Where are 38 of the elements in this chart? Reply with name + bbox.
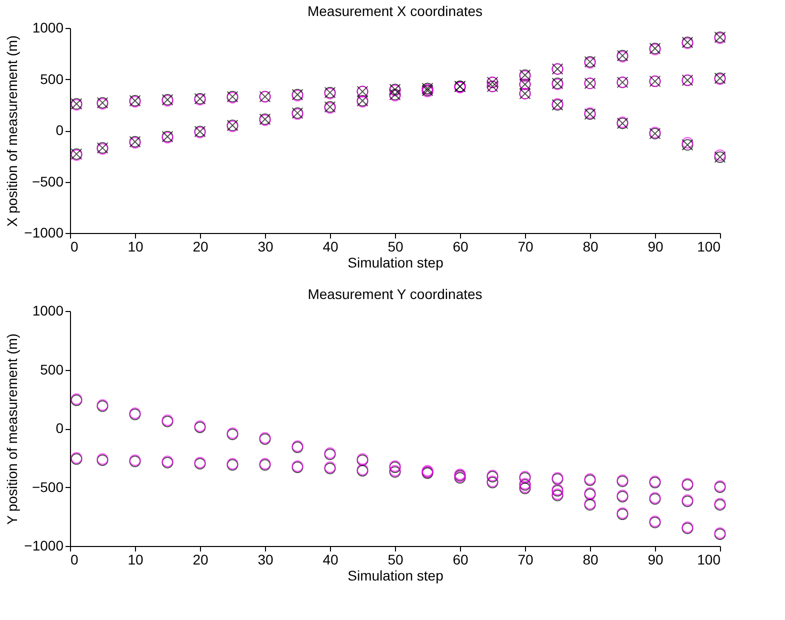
- y-tick-label: 0: [56, 122, 64, 138]
- x-tick-label: 40: [322, 552, 338, 568]
- y-axis-title: Y position of measurement (m): [4, 333, 20, 525]
- x-tick-label: 90: [648, 238, 664, 254]
- y-tick-label: 0: [56, 420, 64, 436]
- y-tick-label: −1000: [24, 538, 64, 554]
- chart-title: Measurement Y coordinates: [308, 286, 482, 302]
- x-tick-label: 20: [192, 552, 208, 568]
- x-tick-label: 70: [518, 552, 534, 568]
- x-axis-title: Simulation step: [348, 568, 444, 584]
- x-tick-label: 0: [70, 552, 78, 568]
- x-axis-title: Simulation step: [348, 254, 444, 270]
- y-tick-label: −500: [32, 173, 64, 190]
- chart-title: Measurement X coordinates: [307, 3, 483, 19]
- x-tick-label: 70: [518, 238, 534, 254]
- x-tick-label: 50: [388, 238, 404, 254]
- y-tick-label: 500: [40, 70, 64, 87]
- y-tick-label: −500: [32, 478, 64, 495]
- x-tick-label: 40: [322, 238, 338, 254]
- x-tick-label: 80: [582, 552, 598, 568]
- y-tick-label: 500: [40, 361, 64, 378]
- x-tick-label: 0: [70, 238, 78, 254]
- x-tick-label: 60: [452, 552, 468, 568]
- x-tick-label: 60: [452, 238, 468, 254]
- x-tick-label: 20: [192, 238, 208, 254]
- x-tick-label: 90: [648, 552, 664, 568]
- x-tick-label: 30: [258, 238, 274, 254]
- x-tick-label: 100: [697, 238, 721, 254]
- x-tick-label: 50: [388, 552, 404, 568]
- x-tick-label: 30: [258, 552, 274, 568]
- y-axis-title: X position of measurement (m): [4, 35, 20, 227]
- y-tick-label: 1000: [32, 302, 64, 318]
- x-tick-label: 80: [582, 238, 598, 254]
- x-tick-label: 100: [697, 552, 721, 568]
- x-tick-label: 10: [128, 238, 144, 254]
- y-tick-label: 1000: [32, 20, 64, 36]
- y-tick-label: −1000: [24, 224, 64, 240]
- x-tick-label: 10: [128, 552, 144, 568]
